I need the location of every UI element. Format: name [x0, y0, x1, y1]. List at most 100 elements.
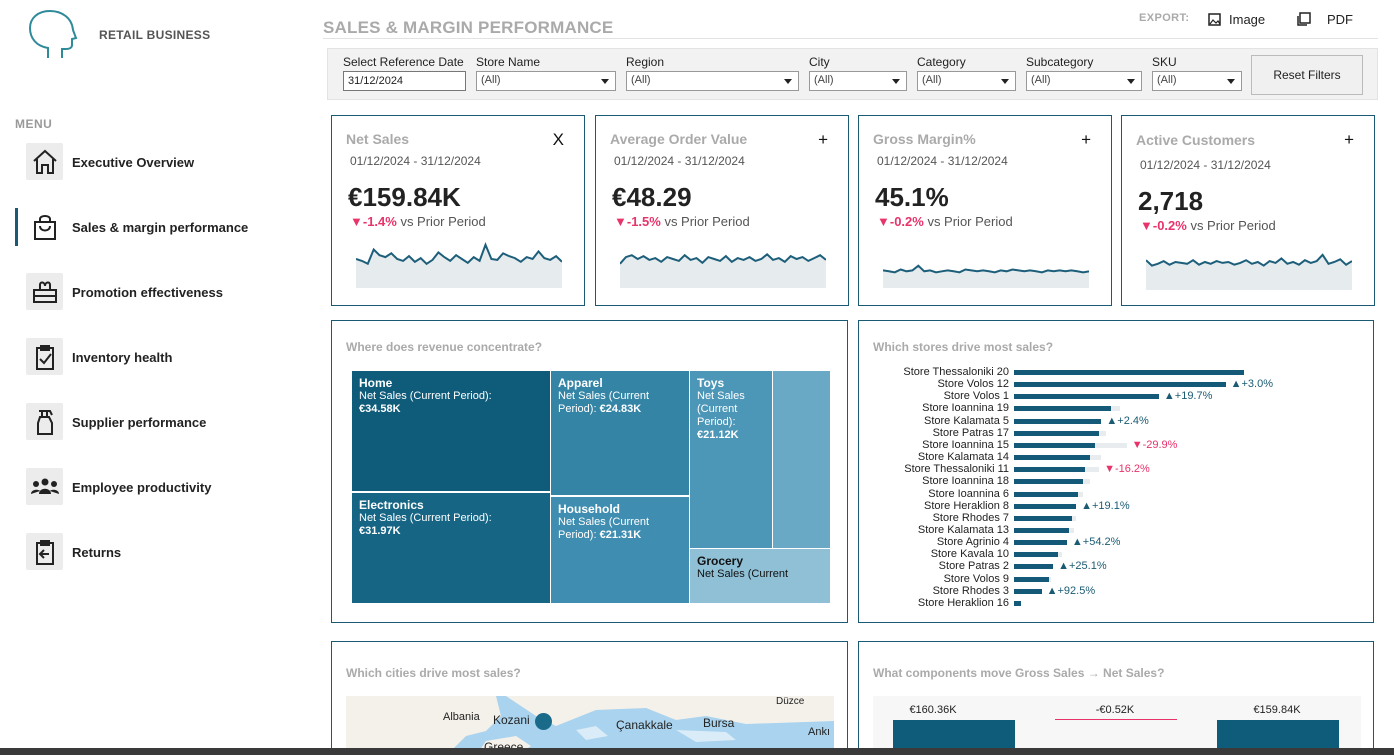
- kpi-value: €159.84K: [348, 182, 461, 212]
- store-delta: ▲+54.2%: [1071, 536, 1121, 549]
- treemap-cell-other[interactable]: [772, 370, 831, 549]
- store-sales-bar[interactable]: [1014, 540, 1067, 546]
- nav-label: Employee productivity: [72, 480, 212, 495]
- image-icon: [1208, 12, 1221, 26]
- store-sales-bar[interactable]: [1014, 455, 1090, 461]
- kpi-delta: ▼-1.4% vs Prior Period: [350, 214, 486, 229]
- store-sales-bar[interactable]: [1014, 406, 1111, 412]
- store-sales-bar[interactable]: [1014, 394, 1159, 400]
- nav-supplier-performance[interactable]: Supplier performance: [15, 403, 295, 443]
- store-label: Store Kalamata 13: [917, 523, 1009, 536]
- store-sales-bar[interactable]: [1014, 370, 1244, 375]
- kpi-net-sales[interactable]: Net Sales X 01/12/2024 - 31/12/2024 €159…: [331, 115, 585, 306]
- store-label: Store Ioannina 19: [922, 402, 1009, 415]
- store-label: Store Rhodes 7: [932, 511, 1009, 524]
- plus-icon[interactable]: +: [1081, 130, 1091, 149]
- map-canvas[interactable]: Albania Kozani Çanakkale Bursa Düzce Ank…: [346, 696, 834, 755]
- store-label: Store Kavala 10: [930, 548, 1009, 561]
- waterfall-label-discount: -€0.52K: [1095, 704, 1135, 716]
- kpi-gross-margin[interactable]: Gross Margin% + 01/12/2024 - 31/12/2024 …: [858, 115, 1112, 306]
- kpi-active-customers[interactable]: Active Customers + 01/12/2024 - 31/12/20…: [1121, 115, 1375, 306]
- store-delta: ▲+19.7%: [1163, 390, 1213, 403]
- store-label: Store Volos 1: [943, 390, 1009, 403]
- kpi-delta-text: vs Prior Period: [923, 214, 1013, 229]
- store-sales-bar[interactable]: [1014, 576, 1049, 582]
- waterfall-bar-discount[interactable]: [1055, 719, 1177, 720]
- plus-icon[interactable]: +: [818, 130, 828, 149]
- panel-title: What components move Gross Sales → Net S…: [873, 666, 1165, 680]
- treemap-series-label: Net Sales (Current Period):: [359, 512, 492, 524]
- reset-filters-button[interactable]: Reset Filters: [1251, 55, 1363, 95]
- store-sales-bar[interactable]: [1014, 564, 1054, 570]
- map-label-duzce: Düzce: [776, 696, 805, 707]
- store-sales-bar[interactable]: [1014, 467, 1086, 473]
- kpi-delta: ▼-0.2% vs Prior Period: [877, 214, 1013, 229]
- kpi-delta-value: ▼-1.4%: [350, 214, 397, 229]
- export-pdf-button[interactable]: PDF: [1297, 9, 1353, 29]
- kpi-sparkline: [620, 252, 826, 288]
- waterfall-panel: What components move Gross Sales → Net S…: [858, 641, 1374, 755]
- cities-map-panel: Which cities drive most sales? Albania K…: [331, 641, 848, 755]
- sku-select[interactable]: (All): [1152, 71, 1242, 91]
- treemap-series-label: Net Sales (Current: [697, 568, 789, 580]
- filter-label: Category: [917, 55, 966, 69]
- store-sales-bar[interactable]: [1014, 430, 1100, 436]
- region-select[interactable]: (All): [626, 71, 799, 91]
- treemap-value: €34.58K: [359, 403, 401, 415]
- window-bottom-bar: [0, 748, 1394, 755]
- store-label: Store Agrinio 4: [936, 536, 1009, 549]
- treemap-cell-grocery[interactable]: Grocery Net Sales (Current: [689, 548, 831, 604]
- store-delta: ▼-29.9%: [1131, 438, 1178, 451]
- store-label: Store Ioannina 18: [922, 475, 1009, 488]
- map-city-marker[interactable]: [535, 713, 552, 730]
- store-sales-bar[interactable]: [1014, 479, 1083, 485]
- treemap-cell-toys[interactable]: Toys Net Sales (Current Period): €21.12K: [689, 370, 773, 549]
- kpi-average-order-value[interactable]: Average Order Value + 01/12/2024 - 31/12…: [595, 115, 849, 306]
- store-select[interactable]: (All): [476, 71, 616, 91]
- kpi-value: €48.29: [612, 182, 692, 212]
- export-image-label: Image: [1229, 11, 1266, 27]
- export-image-button[interactable]: Image: [1208, 9, 1265, 29]
- filter-label: City: [809, 55, 830, 69]
- sparkline-area: [356, 244, 562, 288]
- store-sales-bar[interactable]: [1014, 491, 1079, 497]
- store-sales-bar[interactable]: [1014, 600, 1021, 606]
- pdf-icon: [1297, 12, 1311, 26]
- treemap-category: Household: [558, 502, 620, 516]
- sparkline-line: [620, 252, 826, 265]
- treemap-cell-home[interactable]: Home Net Sales (Current Period): €34.58K: [351, 370, 551, 492]
- revenue-treemap-panel: Where does revenue concentrate? Home Net…: [331, 320, 848, 623]
- store-sales-bar[interactable]: [1014, 552, 1058, 558]
- nav-executive-overview[interactable]: Executive Overview: [15, 143, 295, 183]
- treemap-cell-household[interactable]: Household Net Sales (Current Period): €2…: [550, 496, 690, 604]
- reference-date-input[interactable]: [343, 71, 466, 91]
- close-icon[interactable]: X: [552, 130, 564, 149]
- filter-label: Subcategory: [1026, 55, 1094, 69]
- nav-promotion-effectiveness[interactable]: Promotion effectiveness: [15, 273, 295, 313]
- subcategory-select[interactable]: (All): [1026, 71, 1142, 91]
- store-sales-bar[interactable]: [1014, 588, 1042, 594]
- store-sales-bar[interactable]: [1014, 527, 1070, 533]
- plus-icon[interactable]: +: [1344, 130, 1354, 149]
- nav-employee-productivity[interactable]: Employee productivity: [15, 468, 295, 508]
- nav-label: Sales & margin performance: [72, 220, 249, 235]
- nav-sales-margin[interactable]: Sales & margin performance: [15, 208, 295, 248]
- category-select[interactable]: (All): [917, 71, 1016, 91]
- store-sales-bar[interactable]: [1014, 382, 1226, 388]
- treemap-series-label: Net Sales (Current Period):: [697, 390, 745, 428]
- export-pdf-label: PDF: [1327, 11, 1353, 27]
- store-delta: ▲+3.0%: [1230, 378, 1273, 391]
- store-sales-bar[interactable]: [1014, 503, 1077, 509]
- store-sales-bar[interactable]: [1014, 418, 1102, 424]
- gift-icon: [26, 273, 63, 310]
- nav-returns[interactable]: Returns: [15, 533, 295, 573]
- sidebar: RETAIL BUSINESS MENU Executive Overview …: [0, 0, 300, 755]
- treemap-cell-electronics[interactable]: Electronics Net Sales (Current Period): …: [351, 492, 551, 604]
- store-sales-bar[interactable]: [1014, 515, 1072, 521]
- treemap-cell-apparel[interactable]: Apparel Net Sales (Current Period): €24.…: [550, 370, 690, 496]
- city-select[interactable]: (All): [809, 71, 907, 91]
- nav-inventory-health[interactable]: Inventory health: [15, 338, 295, 378]
- store-sales-bar[interactable]: [1014, 442, 1095, 448]
- page-title: SALES & MARGIN PERFORMANCE: [323, 18, 614, 37]
